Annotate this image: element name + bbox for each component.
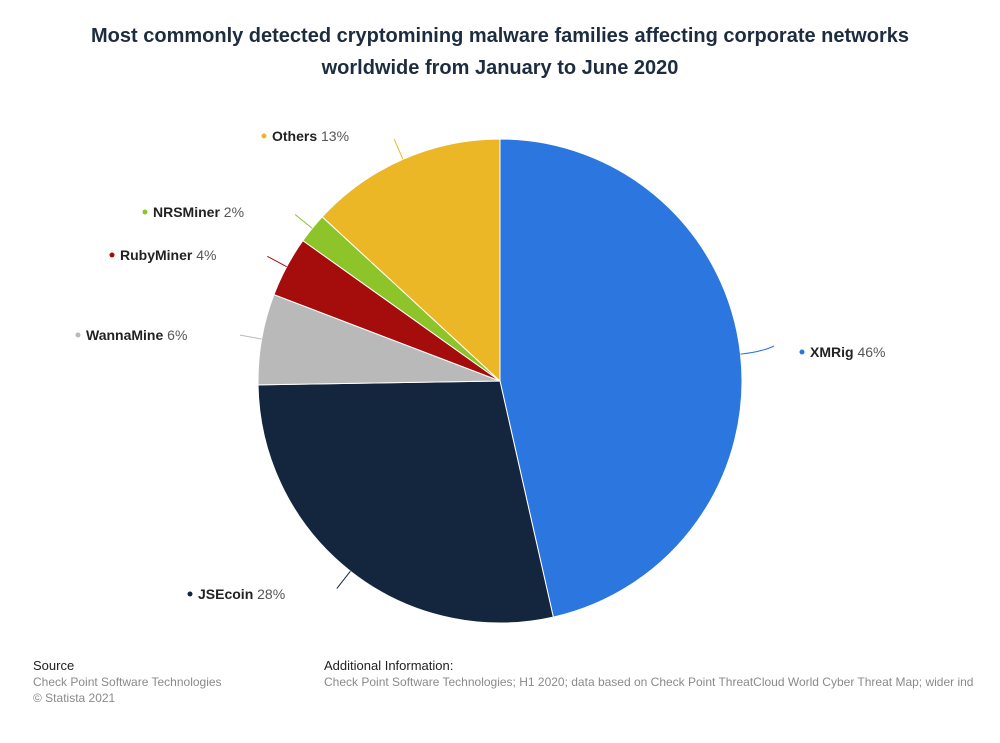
data-label-name: RubyMiner (120, 247, 193, 263)
data-label-value: 2% (220, 204, 244, 220)
data-label-others: Others 13% (272, 128, 349, 144)
data-label-rubyminer: RubyMiner 4% (120, 247, 216, 263)
data-label-nrsminer: NRSMiner 2% (153, 204, 244, 220)
data-label-value: 13% (317, 128, 349, 144)
data-label-name: WannaMine (86, 327, 163, 343)
chart-title: Most commonly detected cryptomining malw… (40, 20, 960, 84)
source-block: Source Check Point Software Technologies… (33, 658, 293, 706)
pie-labels: XMRig 46% JSEcoin 28% WannaMine 6% RubyMine… (75, 128, 885, 602)
pie-slices (257, 138, 743, 624)
connector-rubyminer (267, 255, 287, 268)
data-label-name: XMRig (810, 344, 854, 360)
connector-wannamine (239, 334, 262, 340)
data-label-name: NRSMiner (153, 204, 220, 220)
chart-title-line-1: Most commonly detected cryptomining malw… (91, 25, 909, 47)
data-label-value: 46% (854, 344, 886, 360)
legend-dot-others (261, 133, 267, 139)
connector-others (393, 138, 404, 160)
legend-dot-wannamine (75, 332, 81, 338)
source-link[interactable]: Check Point Software Technologies (33, 675, 222, 689)
connector-xmrig (740, 345, 775, 355)
connector-nrsminer (294, 214, 313, 229)
pie-slice-others[interactable] (321, 138, 501, 383)
pie-chart: XMRig 46% JSEcoin 28% WannaMine 6% RubyMine… (75, 128, 885, 624)
additional-info-heading: Additional Information: (324, 658, 454, 673)
additional-info-block: Additional Information: Check Point Soft… (324, 658, 1000, 690)
legend-dot-nrsminer (142, 209, 148, 215)
data-label-value: 4% (192, 247, 216, 263)
data-label-name: JSEcoin (198, 586, 253, 602)
legend-dot-rubyminer (109, 252, 115, 258)
data-label-name: Others (272, 128, 317, 144)
copyright-text[interactable]: © Statista 2021 (33, 691, 116, 705)
source-heading: Source (33, 658, 75, 673)
connector-jsecoin (336, 570, 351, 589)
chart-title-line-2: worldwide from January to June 2020 (321, 57, 679, 79)
data-label-xmrig: XMRig 46% (810, 344, 885, 360)
legend-dot-jsecoin (187, 591, 193, 597)
legend-dot-xmrig (799, 349, 805, 355)
additional-info-text: Check Point Software Technologies; H1 20… (324, 675, 974, 689)
data-label-jsecoin: JSEcoin 28% (198, 586, 285, 602)
pie-slice-xmrig[interactable] (499, 138, 743, 618)
data-label-wannamine: WannaMine 6% (86, 327, 187, 343)
data-label-value: 28% (253, 586, 285, 602)
data-label-value: 6% (163, 327, 187, 343)
